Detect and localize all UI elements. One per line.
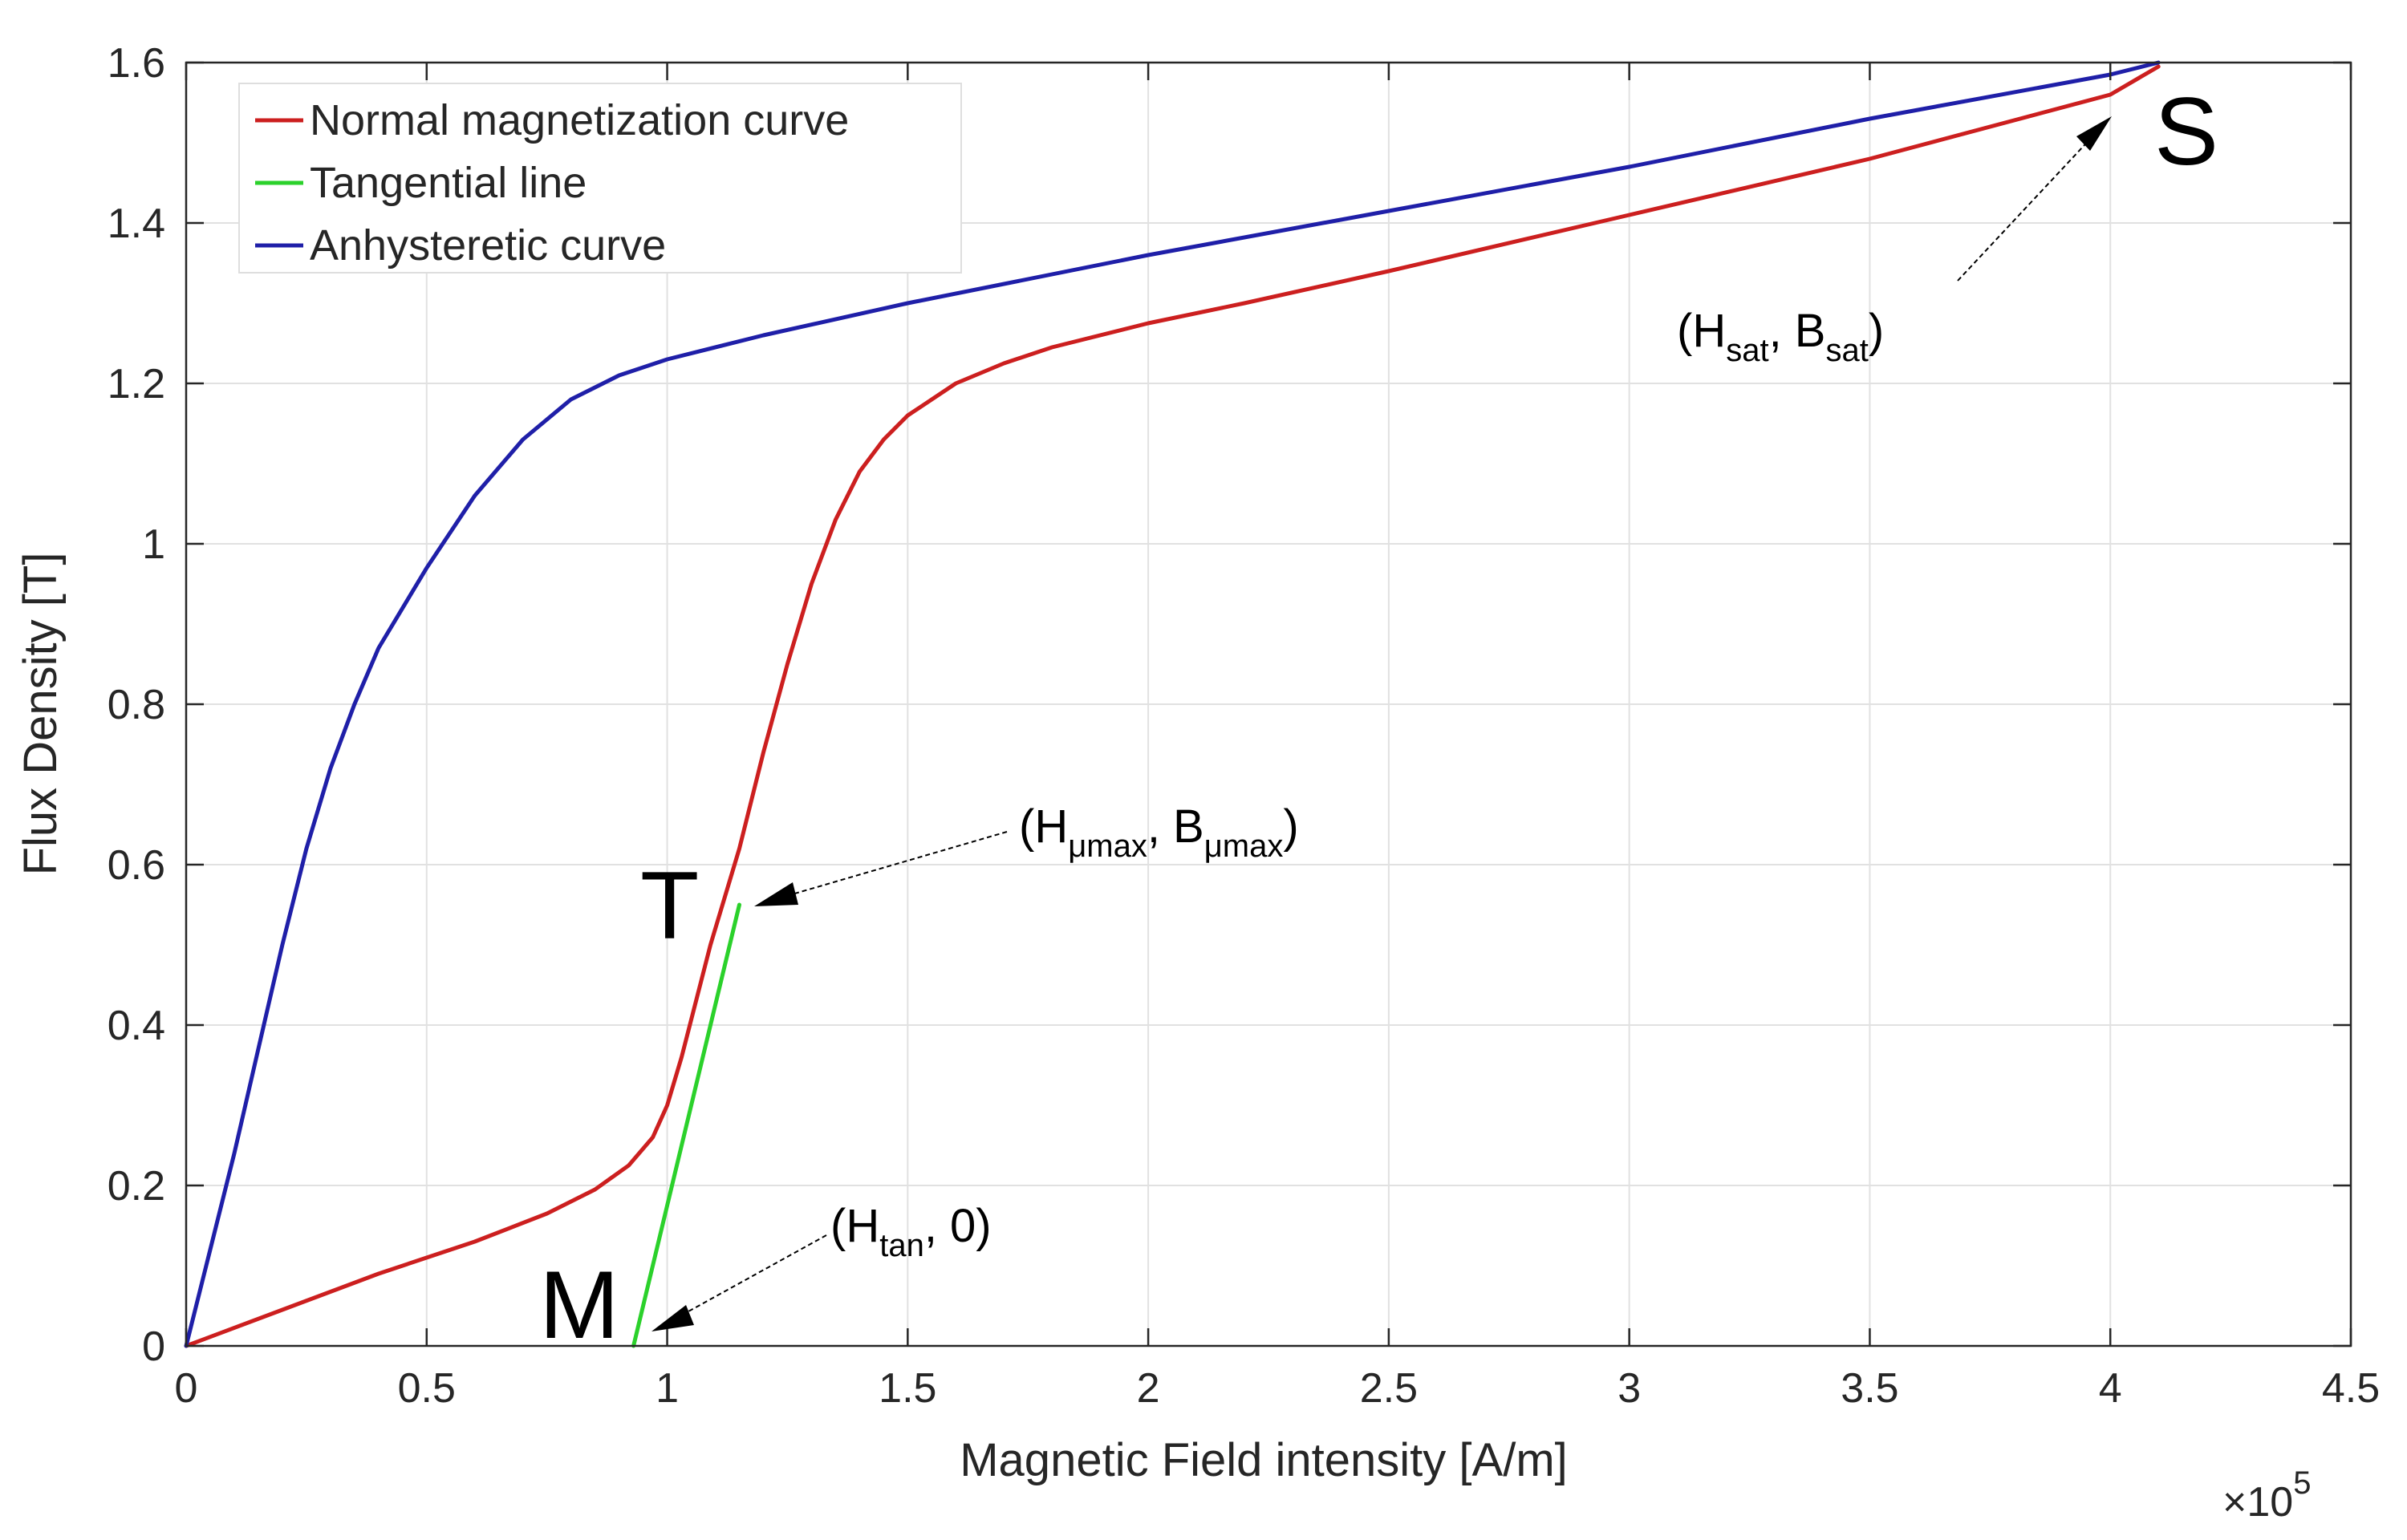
series-layer — [184, 60, 2161, 1348]
x-tick-label: 1.5 — [879, 1365, 936, 1412]
annotation-tan-sub1: tan — [879, 1228, 924, 1263]
y-tick-label: 1.4 — [108, 201, 165, 247]
y-axis-title: Flux Density [T] — [14, 553, 67, 876]
legend-label-normal: Normal magnetization curve — [310, 96, 849, 144]
legend: Normal magnetization curve Tangential li… — [238, 83, 962, 274]
annotation-sat-sub2: sat — [1825, 333, 1868, 368]
x-exponent-base: ×10 — [2222, 1479, 2293, 1526]
series-line-normal-magnetization-curve — [184, 64, 2161, 1348]
arrow-tan — [673, 1234, 827, 1320]
arrowhead-tan — [651, 1305, 694, 1331]
annotation-sat-mid: , B — [1769, 305, 1826, 357]
x-tick-label: 2.5 — [1360, 1365, 1418, 1412]
y-tick-label: 0.6 — [108, 842, 165, 889]
x-tick-label: 2 — [1137, 1365, 1160, 1412]
arrow-sat — [1957, 121, 2107, 282]
y-tick-label: 1 — [142, 521, 165, 568]
annotation-sat-sub1: sat — [1726, 333, 1768, 368]
x-axis-title: Magnetic Field intensity [A/m] — [960, 1434, 1568, 1486]
x-tick-label: 4 — [2099, 1365, 2122, 1412]
legend-label-tangential: Tangential line — [310, 159, 587, 207]
annotation-mumax-open: (H — [1019, 800, 1068, 853]
annotation-sat: (Hsat, Bsat) — [1677, 305, 1884, 368]
x-tick-label: 3 — [1618, 1365, 1641, 1412]
annotation-mumax-mid: , B — [1147, 800, 1204, 853]
x-exponent-label: ×105 — [2222, 1465, 2311, 1526]
annotation-arrows — [651, 116, 2112, 1331]
x-tick-label: 1 — [656, 1365, 679, 1412]
legend-box — [238, 83, 962, 274]
x-tick-label: 4.5 — [2322, 1365, 2380, 1412]
y-tick-label: 0.4 — [108, 1003, 165, 1049]
annotation-mumax-sub1: μmax — [1068, 829, 1147, 864]
ticks-layer: 0 0.5 1 1.5 2 2.5 3 3.5 4 4.5 0 0.2 0.4 0.6 0.8 1 1.2 1.4… — [108, 40, 2380, 1412]
y-tick-label: 0.8 — [108, 682, 165, 728]
annotation-mumax-sub2: μmax — [1204, 829, 1284, 864]
point-label-s: S — [2154, 78, 2218, 185]
arrowhead-mumax — [754, 882, 798, 906]
y-tick-label: 1.6 — [108, 40, 165, 87]
annotation-tan-close: , 0) — [924, 1200, 992, 1252]
annotation-sat-close: ) — [1869, 305, 1884, 357]
arrowhead-sat — [2076, 116, 2112, 151]
annotation-tan: (Htan, 0) — [830, 1200, 992, 1263]
annotation-sat-open: (H — [1677, 305, 1726, 357]
annotation-mumax-close: ) — [1283, 800, 1298, 853]
annotation-mumax: (Hμmax, Bμmax) — [1019, 800, 1299, 864]
point-label-m: M — [539, 1251, 619, 1359]
x-tick-label: 0 — [175, 1365, 198, 1412]
y-tick-label: 1.2 — [108, 361, 165, 407]
y-tick-label: 0 — [142, 1323, 165, 1370]
y-tick-label: 0.2 — [108, 1163, 165, 1210]
legend-label-anhysteretic: Anhysteretic curve — [310, 221, 666, 270]
annotation-tan-open: (H — [830, 1200, 879, 1252]
x-exponent-power: 5 — [2293, 1465, 2311, 1501]
series-line-anhysteretic-curve — [184, 60, 2161, 1348]
point-label-t: T — [640, 852, 699, 959]
x-tick-label: 0.5 — [398, 1365, 456, 1412]
x-tick-label: 3.5 — [1841, 1365, 1898, 1412]
series-line-tangential-line — [631, 902, 741, 1348]
